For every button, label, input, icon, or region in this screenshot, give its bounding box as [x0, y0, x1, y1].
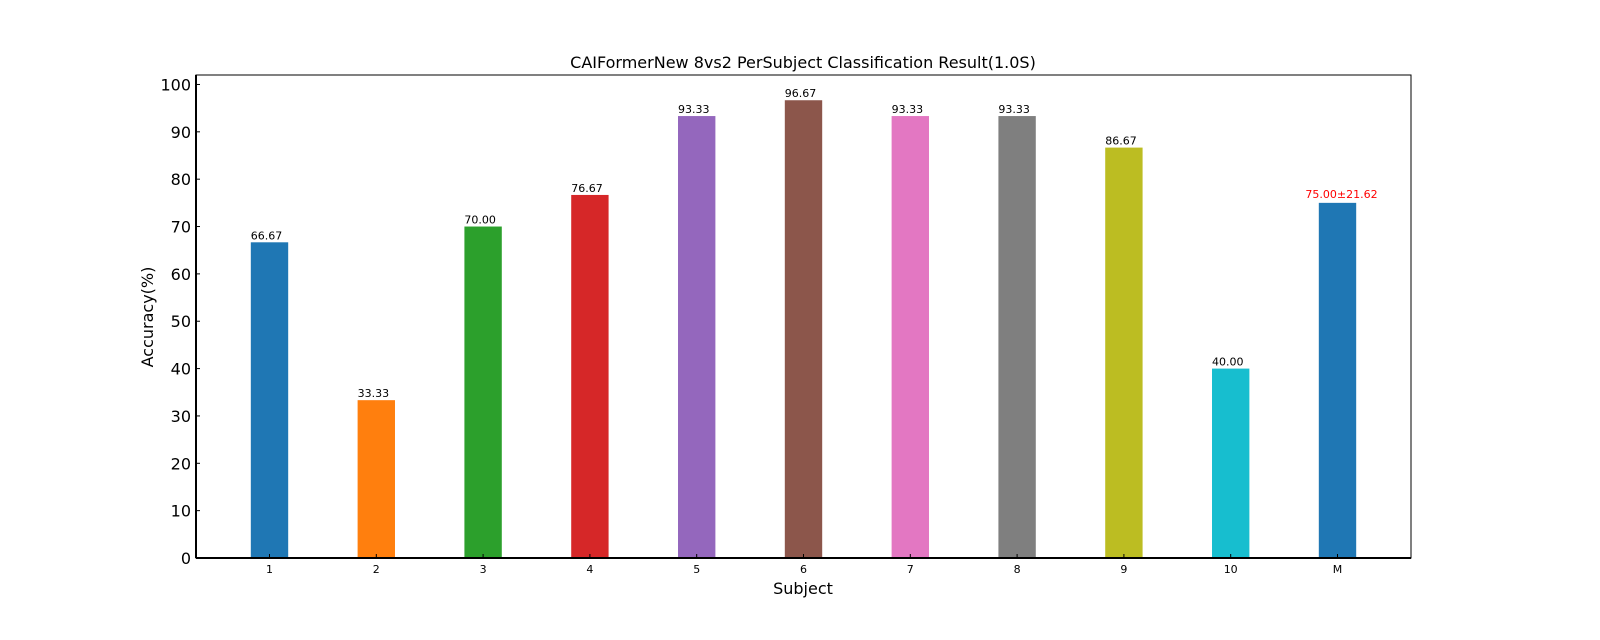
chart-title: CAIFormerNew 8vs2 PerSubject Classificat… — [570, 53, 1036, 72]
y-tick-label-20: 20 — [171, 454, 191, 473]
y-tick-label-10: 10 — [171, 502, 191, 521]
bar-2 — [357, 400, 395, 558]
data-label-6: 96.67 — [785, 87, 817, 100]
x-tick-label-2: 2 — [373, 563, 380, 576]
x-tick-label-4: 4 — [586, 563, 593, 576]
y-tick-label-70: 70 — [171, 218, 191, 237]
data-label-M: 75.00±21.62 — [1305, 188, 1377, 201]
bar-M — [1318, 202, 1357, 558]
bar-5 — [678, 116, 716, 559]
bar-9 — [1105, 147, 1143, 559]
y-tick-label-60: 60 — [171, 265, 191, 284]
data-label-10: 40.00 — [1212, 356, 1244, 369]
x-tick-label-M: M — [1333, 563, 1343, 576]
bar-10 — [1212, 368, 1250, 558]
x-tick-label-6: 6 — [800, 563, 807, 576]
x-tick-label-9: 9 — [1120, 563, 1127, 576]
x-axis-label: Subject — [773, 579, 833, 598]
x-tick-label-8: 8 — [1014, 563, 1021, 576]
y-tick-label-90: 90 — [171, 123, 191, 142]
x-tick-label-5: 5 — [693, 563, 700, 576]
y-tick-label-100: 100 — [160, 75, 191, 94]
data-label-5: 93.33 — [678, 103, 710, 116]
y-tick-label-40: 40 — [171, 360, 191, 379]
y-tick-label-30: 30 — [171, 407, 191, 426]
x-tick-label-3: 3 — [480, 563, 487, 576]
x-tick-label-1: 1 — [266, 563, 273, 576]
bar-7 — [891, 116, 929, 559]
bar-1 — [250, 242, 289, 558]
y-tick-label-80: 80 — [171, 170, 191, 189]
y-axis-label: Accuracy(%) — [138, 267, 157, 368]
x-tick-label-10: 10 — [1224, 563, 1238, 576]
y-tick-label-50: 50 — [171, 312, 191, 331]
x-tick-label-7: 7 — [907, 563, 914, 576]
bar-4 — [571, 194, 609, 558]
data-label-7: 93.33 — [892, 103, 924, 116]
data-label-4: 76.67 — [571, 182, 603, 195]
data-label-1: 66.67 — [251, 229, 283, 242]
plot-area: 66.67 1 33.33 2 70.00 3 76.67 4 93.33 5 96.67 6 93.3… — [160, 74, 1412, 576]
data-label-3: 70.00 — [464, 214, 496, 227]
data-label-8: 93.33 — [998, 103, 1029, 116]
y-tick-label-0: 0 — [181, 549, 191, 568]
data-label-2: 33.33 — [358, 387, 390, 400]
bar-3 — [464, 226, 502, 558]
bar-8 — [998, 116, 1036, 559]
data-label-9: 86.67 — [1105, 135, 1137, 148]
bar-6 — [784, 100, 823, 558]
